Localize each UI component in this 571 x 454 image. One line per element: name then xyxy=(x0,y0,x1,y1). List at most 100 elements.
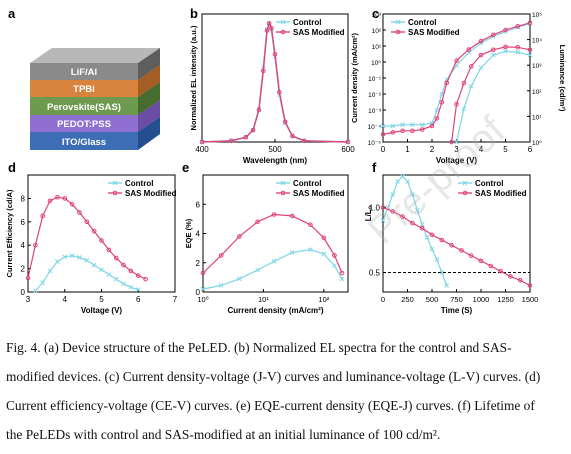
chart-c-current-control-line xyxy=(383,23,531,127)
chart-d-sas-point-4 xyxy=(55,194,60,200)
chart-c-luminance-sas-point-8 xyxy=(527,47,533,53)
chart-b-sas-point-8 xyxy=(269,25,274,31)
layer-lifal-side xyxy=(138,48,160,80)
chart-c-luminance-sas-point-1 xyxy=(454,101,459,107)
chart-f-xtick-label-0: 0 xyxy=(381,295,385,304)
chart-e-control-point-6 xyxy=(308,247,313,252)
chart-f-xtick-label-4: 1000 xyxy=(473,295,490,304)
chart-e-sas-point-3 xyxy=(255,219,260,225)
chart-e-xlabel: Current density (mA/cm²) xyxy=(227,306,323,315)
panel-a-letter: a xyxy=(8,6,16,21)
chart-e-xtick-label-2: 10² xyxy=(318,295,329,304)
chart-e-sas-point-8 xyxy=(332,253,337,258)
chart-e-xtick-label-0: 10⁰ xyxy=(197,295,208,304)
chart-c-xtick-label-2: 2 xyxy=(430,145,435,154)
chart-d-sas-point-10 xyxy=(99,238,104,243)
chart-c-luminance-control-point-3 xyxy=(478,65,484,71)
chart-e-sas-point-4 xyxy=(271,212,277,217)
chart-b-legend-marker-0 xyxy=(280,19,286,25)
chart-f-control-point-6 xyxy=(410,192,415,197)
chart-f-control-point-0 xyxy=(380,218,386,223)
chart-f-sas-point-11 xyxy=(488,263,494,269)
chart-d: 3 4 5 6 7 0 2 4 6 8 Voltage (V) Current Efficiency … xyxy=(5,174,178,315)
chart-c-ytick-label-3: 10⁻² xyxy=(368,92,382,99)
chart-d-control-point-13 xyxy=(128,284,134,290)
chart-c-xtick-label-3: 3 xyxy=(454,145,459,154)
chart-e-control-point-3 xyxy=(255,267,260,273)
chart-c-current-control-point-1 xyxy=(390,123,396,129)
chart-d-sas-point-11 xyxy=(106,247,112,253)
chart-b-sas-point-7 xyxy=(266,21,272,26)
chart-e-ytick-label-2: 4 xyxy=(196,230,201,239)
chart-d-sas-point-6 xyxy=(69,201,75,207)
chart-c-y2tick-label-0: 10⁰ xyxy=(532,140,542,147)
chart-d-xtick-label-0: 3 xyxy=(26,295,31,304)
chart-e-control-point-1 xyxy=(218,283,224,288)
chart-b-sas-point-5 xyxy=(261,68,266,74)
chart-c-current-sas-point-7 xyxy=(439,100,445,105)
chart-b-legend-marker-1 xyxy=(280,29,286,35)
chart-e-legend-marker-1 xyxy=(280,190,286,196)
chart-d-control-point-7 xyxy=(84,258,90,263)
layer-pedot-side xyxy=(138,100,160,132)
chart-c-current-control-point-0 xyxy=(380,123,386,129)
chart-c-current-sas-point-10 xyxy=(466,47,472,52)
chart-c-ytick-label-8: 10³ xyxy=(372,12,382,19)
chart-f-legend-label-0: Control xyxy=(475,179,503,188)
chart-e-control-point-0 xyxy=(200,286,206,292)
chart-f-legend-marker-1 xyxy=(462,190,468,196)
chart-d-legend-marker-1 xyxy=(112,190,118,196)
chart-c-current-sas-point-4 xyxy=(419,127,425,132)
chart-c-y2tick-label-3: 10³ xyxy=(532,63,542,70)
chart-e-sas-point-6 xyxy=(308,222,313,228)
chart-f-sas-point-0 xyxy=(380,205,386,210)
caption-line-1: Fig. 4. (a) Device structure of the PeLE… xyxy=(6,340,512,355)
chart-c-xtick-label-6: 6 xyxy=(528,145,533,154)
chart-b-sas-point-11 xyxy=(282,119,288,125)
panel-a: a ITO/Glass PEDOT:PSS Perovskite(SAS) TP… xyxy=(8,6,160,150)
chart-d-control-point-11 xyxy=(113,276,119,282)
chart-e: 10⁰ 10¹ 10² 0 2 4 6 Current density (mA/cm²) EQE… xyxy=(184,174,349,315)
chart-f: 0 250 500 750 1000 1250 1500 0.5 1.0 Time (S) L/L₀… xyxy=(364,173,539,315)
chart-d-xtick-label-1: 4 xyxy=(63,295,68,304)
chart-c-luminance-sas-point-5 xyxy=(490,47,496,53)
chart-f-xtick-label-6: 1500 xyxy=(522,295,539,304)
chart-b-sas-point-2 xyxy=(243,134,249,140)
chart-b-sas-point-1 xyxy=(228,138,234,144)
chart-e-control-point-4 xyxy=(271,258,277,264)
chart-c-luminance-control-point-2 xyxy=(468,83,474,89)
chart-b-sas-point-4 xyxy=(256,107,262,113)
chart-c-ytick-label-7: 10² xyxy=(372,28,382,35)
chart-c-ylabel: Current density (mA/cm²) xyxy=(350,32,359,123)
chart-d-control-point-12 xyxy=(121,281,126,287)
chart-c-current-sas-point-14 xyxy=(515,24,521,29)
chart-f-ytick-label-1: 1.0 xyxy=(369,204,381,213)
chart-c-legend-marker-1 xyxy=(395,29,401,35)
chart-c-luminance-control-point-5 xyxy=(503,48,508,54)
chart-e-ytick-label-3: 6 xyxy=(196,200,201,209)
chart-e-ytick-label-1: 2 xyxy=(196,259,201,268)
chart-f-control-point-7 xyxy=(414,207,420,213)
panel-e-letter: e xyxy=(182,160,189,175)
chart-c-ytick-label-1: 10⁻⁴ xyxy=(368,124,382,131)
chart-e-sas-point-0 xyxy=(200,270,206,276)
chart-b-xtick-label-0: 400 xyxy=(195,145,209,154)
chart-d-sas-point-0 xyxy=(25,275,31,281)
chart-d-control-point-8 xyxy=(91,262,97,268)
chart-e-sas-point-5 xyxy=(289,213,295,219)
chart-f-sas-point-5 xyxy=(429,232,435,238)
chart-c-current-sas-point-9 xyxy=(454,58,459,64)
chart-c: 0 1 2 3 4 5 6 10⁻⁵ 10⁻⁴ 10⁻³ 10⁻² 10⁻¹ 10⁰ 10¹ 10² 10³ 1… xyxy=(350,12,567,165)
layer-tpbi-side xyxy=(138,65,160,97)
chart-f-control-point-9 xyxy=(424,235,430,240)
chart-e-legend-marker-0 xyxy=(280,180,286,186)
chart-d-legend-label-0: Control xyxy=(125,179,153,188)
chart-b-sas-point-10 xyxy=(277,89,282,95)
chart-c-luminance-sas-point-2 xyxy=(461,80,467,86)
chart-c-current-sas-point-8 xyxy=(444,80,450,86)
chart-b-xtick-label-1: 500 xyxy=(268,145,282,154)
chart-d-sas-point-2 xyxy=(40,213,46,219)
chart-c-y2tick-label-2: 10² xyxy=(532,89,542,96)
chart-e-sas-line xyxy=(202,213,343,274)
layer-label-lifal: LiF/Al xyxy=(71,67,97,78)
